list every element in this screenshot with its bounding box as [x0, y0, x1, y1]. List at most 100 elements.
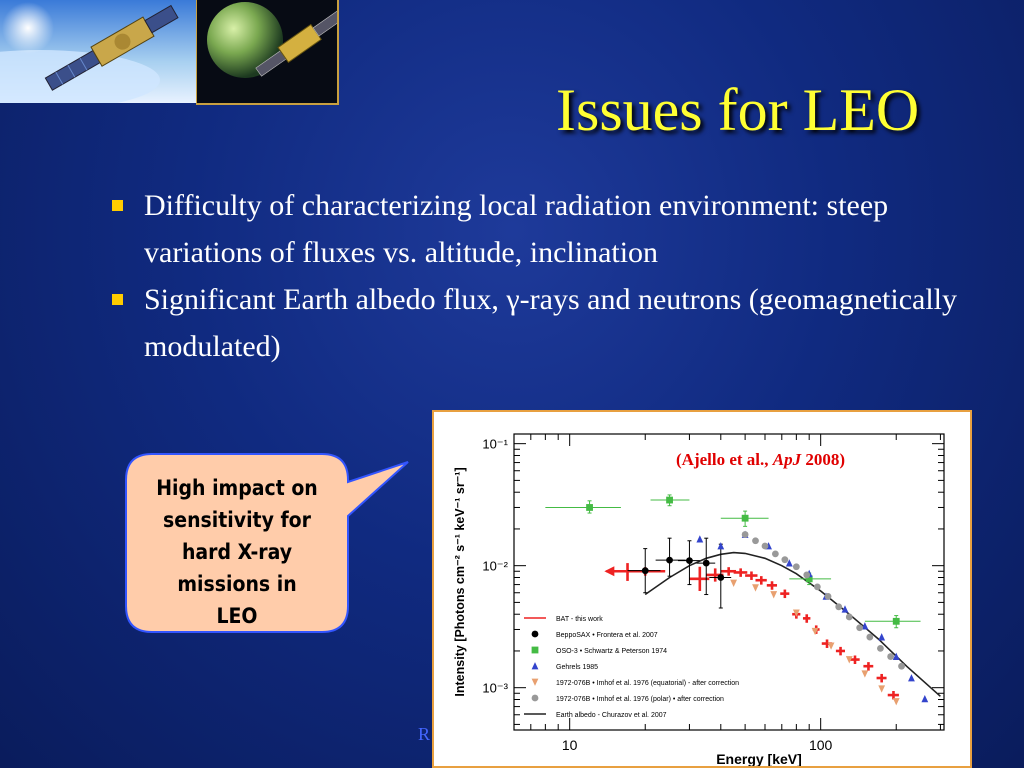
satellite-image-right	[196, 0, 339, 105]
point-marker	[771, 550, 779, 558]
point-marker	[813, 583, 821, 591]
point-1972-076b-imhof-et-al-1976-polar-after-c	[741, 531, 749, 538]
point-1972-076b-imhof-et-al-1976-equatorial-af	[845, 656, 853, 664]
point-bat-this-work	[850, 655, 860, 664]
point-1972-076b-imhof-et-al-1976-polar-after-c	[835, 603, 843, 611]
point-bat-this-work	[835, 646, 845, 656]
legend-item: Gehrels 1985	[531, 662, 598, 671]
point-marker	[792, 609, 800, 617]
point-marker	[921, 694, 929, 703]
point-marker	[866, 633, 874, 641]
x-tick-label: 10	[562, 737, 578, 753]
legend-swatch	[531, 678, 539, 686]
satellite-image-left	[0, 0, 196, 103]
point-marker	[696, 535, 704, 543]
point-1972-076b-imhof-et-al-1976-equatorial-af	[752, 584, 759, 592]
point-gehrels-1985	[921, 694, 929, 703]
point-marker	[741, 514, 749, 522]
bullet-text: Difficulty of characterizing local radia…	[144, 189, 889, 269]
point-marker	[785, 559, 793, 567]
point-gehrels-1985	[878, 633, 886, 641]
point-1972-076b-imhof-et-al-1976-polar-after-c	[845, 613, 853, 621]
point-bat-this-work	[766, 581, 778, 590]
callout-line: High impact on	[156, 476, 318, 500]
point-bat-this-work	[720, 567, 737, 576]
point-bat-this-work	[887, 690, 899, 700]
bullet-item: Significant Earth albedo flux, γ-rays an…	[112, 276, 992, 370]
point-1972-076b-imhof-et-al-1976-polar-after-c	[813, 583, 821, 591]
x-axis-label: Energy [keV]	[716, 751, 802, 766]
chart-legend: BAT - this work BeppoSAX • Frontera et al…	[524, 616, 739, 719]
point-1972-076b-imhof-et-al-1976-polar-after-c	[752, 537, 759, 545]
point-1972-076b-imhof-et-al-1976-polar-after-c	[781, 556, 789, 564]
bullet-list: Difficulty of characterizing local radia…	[112, 182, 992, 370]
point-marker	[586, 504, 593, 511]
point-marker	[770, 591, 778, 599]
y-tick-label: 10⁻²	[482, 559, 508, 574]
citation-post: 2008)	[801, 450, 846, 469]
point-marker	[752, 537, 759, 545]
point-gehrels-1985	[861, 622, 869, 630]
point-1972-076b-imhof-et-al-1976-equatorial-af	[827, 642, 835, 650]
legend-label: Gehrels 1985	[556, 664, 598, 671]
x-tick-label: 100	[809, 737, 833, 753]
bullet-item: Difficulty of characterizing local radia…	[112, 182, 992, 276]
legend-item: OSO-3 • Schwartz & Peterson 1974	[531, 646, 667, 655]
point-marker	[803, 571, 811, 579]
y-tick-label: 10⁻³	[482, 681, 508, 696]
bullet-text: Significant Earth albedo flux, γ-rays an…	[144, 283, 958, 363]
point-1972-076b-imhof-et-al-1976-polar-after-c	[761, 542, 769, 550]
legend-label: BeppoSAX • Frontera et al. 2007	[556, 632, 658, 639]
callout-line: LEO	[216, 604, 258, 628]
point-gehrels-1985	[717, 542, 725, 550]
upper-limit-arrow	[604, 566, 615, 577]
point-marker	[702, 559, 710, 567]
footer-text: R	[418, 724, 431, 744]
series-line-earth-albedo-churazov-et-al-2007	[644, 551, 941, 697]
point-marker	[824, 592, 832, 600]
point-marker	[835, 603, 843, 611]
point-1972-076b-imhof-et-al-1976-equatorial-af	[811, 627, 819, 636]
point-1972-076b-imhof-et-al-1976-equatorial-af	[878, 685, 886, 693]
point-marker	[641, 567, 649, 575]
point-1972-076b-imhof-et-al-1976-equatorial-af	[792, 609, 800, 617]
point-marker	[887, 653, 895, 660]
point-marker	[827, 642, 835, 650]
point-marker	[898, 662, 905, 670]
point-marker	[781, 556, 789, 564]
legend-item: BAT - this work	[524, 616, 603, 623]
point-bat-this-work	[733, 568, 748, 577]
point-marker	[717, 542, 725, 550]
point-marker	[752, 584, 759, 592]
point-gehrels-1985	[841, 605, 849, 613]
callout-shape	[125, 453, 409, 633]
callout-line: sensitivity for	[163, 508, 311, 532]
point-1972-076b-imhof-et-al-1976-polar-after-c	[866, 633, 874, 641]
legend-item: Earth albedo - Churazov et al. 2007	[524, 712, 667, 719]
point-marker	[805, 575, 813, 583]
point-1972-076b-imhof-et-al-1976-equatorial-af	[770, 591, 778, 599]
point-marker	[877, 644, 884, 652]
point-marker	[741, 531, 749, 538]
point-1972-076b-imhof-et-al-1976-polar-after-c	[824, 592, 832, 600]
legend-item: 1972-076B • Imhof et al. 1976 (polar) • …	[531, 694, 724, 703]
plot-frame	[513, 433, 945, 731]
point-1972-076b-imhof-et-al-1976-polar-after-c	[877, 644, 884, 652]
point-marker	[717, 574, 725, 581]
point-marker	[878, 685, 886, 693]
legend-swatch	[531, 630, 539, 638]
point-1972-076b-imhof-et-al-1976-equatorial-af	[861, 670, 869, 678]
callout-line: missions in	[177, 572, 297, 596]
point-marker	[892, 617, 900, 625]
point-1972-076b-imhof-et-al-1976-polar-after-c	[803, 571, 811, 579]
legend-swatch	[531, 646, 539, 654]
point-1972-076b-imhof-et-al-1976-polar-after-c	[771, 550, 779, 558]
point-marker	[845, 613, 853, 621]
point-oso-3-schwartz-peterson-1974	[720, 510, 769, 527]
point-marker	[856, 624, 864, 632]
point-marker	[666, 496, 673, 504]
point-marker	[761, 542, 769, 550]
point-oso-3-schwartz-peterson-1974	[545, 500, 621, 514]
citation-journal: ApJ	[772, 450, 802, 469]
point-bepposax-frontera-et-al-2007	[627, 548, 661, 594]
